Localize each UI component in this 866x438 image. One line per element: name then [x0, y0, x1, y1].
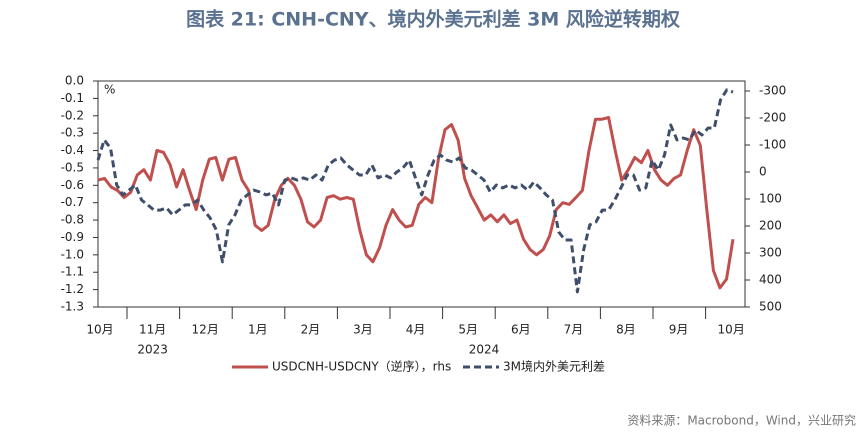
- x-tick-label: 8月: [616, 323, 636, 337]
- y2-tick-label: -100: [759, 137, 786, 151]
- x-tick-label: 12月: [192, 323, 219, 337]
- y-tick-label: -1.0: [61, 247, 84, 261]
- source: 资料来源：Macrobond，Wind，兴业研究: [627, 413, 856, 428]
- x-tick-label: 10月: [718, 323, 745, 337]
- y2-tick-label: 400: [759, 272, 782, 286]
- legend-label: 3M境内外美元利差: [503, 359, 605, 374]
- x-tick-label: 10月: [86, 323, 113, 337]
- y-tick-label: -0.7: [61, 195, 84, 209]
- y-tick-label: -0.6: [61, 178, 84, 192]
- x-tick-label: 5月: [458, 323, 478, 337]
- y-tick-label: -1.3: [61, 300, 84, 314]
- y-unit: %: [104, 83, 115, 97]
- y-tick-label: -0.8: [61, 213, 84, 227]
- y-tick-label: -0.3: [61, 126, 84, 140]
- plot-frame: [97, 80, 746, 308]
- y-tick-label: 0.0: [65, 74, 84, 88]
- x-tick-label: 6月: [511, 323, 531, 337]
- y-tick-label: -0.1: [61, 91, 84, 105]
- y2-tick-label: 300: [759, 245, 782, 259]
- y-tick-label: -0.2: [61, 108, 84, 122]
- y2-tick-label: 500: [759, 300, 782, 314]
- y-tick-label: -1.2: [61, 282, 84, 296]
- y-tick-label: -1.1: [61, 265, 84, 279]
- y2-tick-label: 100: [759, 191, 782, 205]
- x-tick-label: 4月: [406, 323, 426, 337]
- y2-tick-label: -200: [759, 110, 786, 124]
- y2-tick-label: 0: [759, 164, 767, 178]
- year-label: 2024: [469, 343, 500, 357]
- x-tick-label: 2月: [301, 323, 321, 337]
- legend-label: USDCNH-USDCNY（逆序），rhs: [272, 359, 451, 374]
- x-tick-label: 11月: [139, 323, 166, 337]
- x-tick-label: 9月: [669, 323, 689, 337]
- y-tick-label: -0.4: [61, 143, 84, 157]
- y2-tick-label: -300: [759, 83, 786, 97]
- x-tick-label: 3月: [353, 323, 373, 337]
- series-line: [97, 116, 735, 290]
- y2-tick-label: 200: [759, 218, 782, 232]
- year-label: 2023: [137, 343, 168, 357]
- chart-title: 图表 21: CNH-CNY、境内外美元利差 3M 风险逆转期权: [186, 8, 680, 31]
- y-tick-label: -0.5: [61, 160, 84, 174]
- y-tick-label: -0.9: [61, 230, 84, 244]
- x-tick-label: 7月: [564, 323, 584, 337]
- x-tick-label: 1月: [248, 323, 268, 337]
- series-line: [96, 88, 734, 294]
